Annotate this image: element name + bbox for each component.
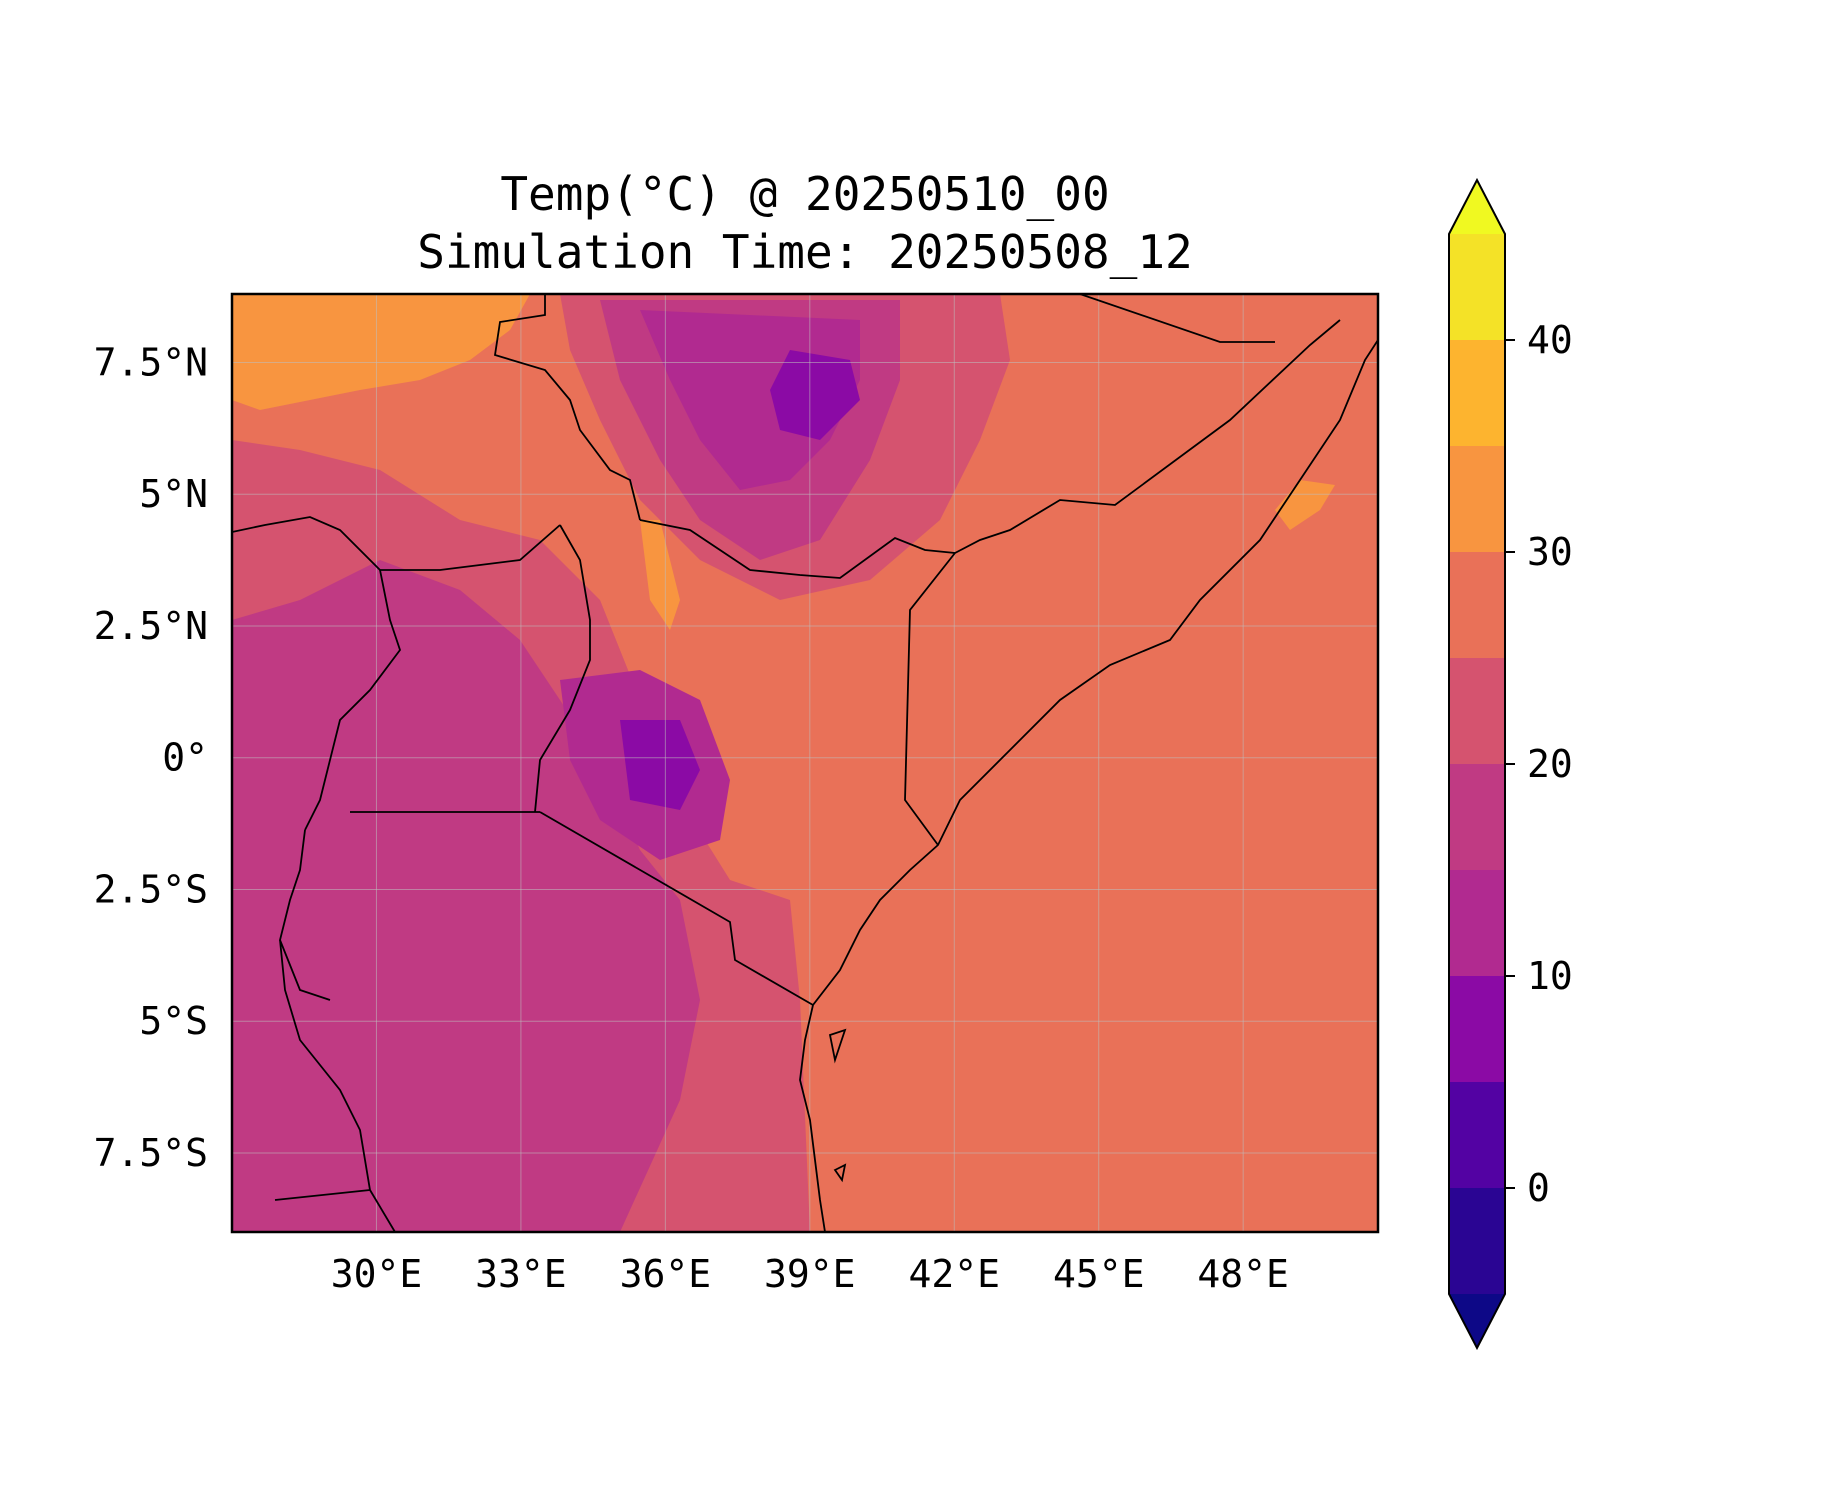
y-tick-label: 0°: [162, 736, 208, 780]
border-uganda-kenya: [534, 524, 591, 813]
colorbar-segment: [1449, 870, 1505, 976]
y-tick-labels: 7.5°N 5°N 2.5°N 0° 2.5°S 5°S 7.5°S: [94, 341, 208, 1175]
colorbar-segment: [1449, 976, 1505, 1082]
coastline: [799, 339, 1378, 1232]
country-borders: [232, 294, 1341, 1232]
y-tick-label: 2.5°S: [94, 867, 208, 911]
field-horn-hot: [1275, 480, 1335, 530]
field-ethiopian-coldest: [770, 350, 860, 440]
colorbar-segment: [1449, 658, 1505, 764]
temperature-field: [232, 294, 1378, 1232]
colorbar-outline: [1448, 177, 1506, 1351]
border-tanzania-zambia: [274, 1189, 371, 1201]
colorbar-tick-label: 30: [1527, 530, 1573, 574]
colorbar-extend-min: [1449, 1294, 1505, 1348]
colorbar-extend-max: [1449, 180, 1505, 234]
colorbar-tick-label: 40: [1527, 318, 1573, 362]
x-tick-label: 42°E: [909, 1252, 1001, 1296]
border-ethiopia-kenya: [639, 519, 956, 579]
y-tick-label: 2.5°N: [94, 604, 208, 648]
field-northwest-hot: [232, 294, 530, 410]
map-gridlines: [232, 294, 1378, 1232]
colorbar: 0 10 20 30 40: [1448, 177, 1573, 1351]
y-tick-label: 7.5°S: [94, 1131, 208, 1175]
colorbar-segment: [1449, 234, 1505, 340]
map-frame: [230, 292, 1380, 1234]
x-tick-label: 36°E: [620, 1252, 712, 1296]
map-panel: [230, 292, 1380, 1234]
x-tick-label: 48°E: [1197, 1252, 1289, 1296]
colorbar-segment: [1449, 764, 1505, 870]
border-djibouti: [1079, 294, 1275, 343]
x-tick-labels: 30°E 33°E 36°E 39°E 42°E 45°E 48°E: [331, 1252, 1289, 1296]
island-mafia: [833, 1163, 847, 1183]
border-rwanda-burundi: [279, 829, 331, 1001]
border-ethiopia-somalia: [954, 319, 1341, 554]
colorbar-segment: [1449, 1188, 1505, 1294]
x-tick-label: 39°E: [764, 1252, 856, 1296]
x-tick-label: 33°E: [475, 1252, 567, 1296]
colorbar-tick-label: 0: [1527, 1166, 1550, 1210]
field-west-cooler: [232, 560, 700, 1232]
field-kenya-cold: [620, 720, 700, 810]
title-line-2: Simulation Time: 20250508_12: [417, 225, 1192, 279]
x-tick-label: 30°E: [331, 1252, 423, 1296]
colorbar-tick-label: 10: [1527, 954, 1573, 998]
colorbar-segment: [1449, 1082, 1505, 1188]
border-sudan-ethiopia: [493, 294, 641, 521]
border-kenya-tanzania: [539, 811, 814, 1006]
island-zanzibar: [828, 1028, 847, 1064]
y-tick-label: 5°N: [139, 472, 208, 516]
y-tick-label: 5°S: [139, 999, 208, 1043]
colorbar-segment: [1449, 552, 1505, 658]
colorbar-tick-label: 20: [1527, 742, 1573, 786]
border-kenya-somalia: [904, 552, 956, 846]
colorbar-segment: [1449, 446, 1505, 552]
field-rift-hot: [640, 520, 680, 630]
title-line-1: Temp(°C) @ 20250510_00: [500, 167, 1109, 221]
border-uganda-drc: [304, 569, 402, 831]
y-tick-label: 7.5°N: [94, 341, 208, 385]
colorbar-segment: [1449, 340, 1505, 446]
x-tick-label: 45°E: [1053, 1252, 1145, 1296]
